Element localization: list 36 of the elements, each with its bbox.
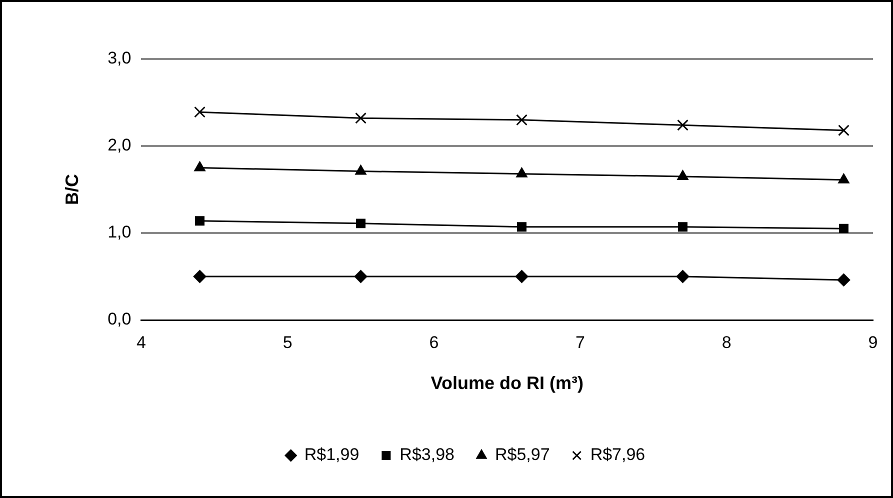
point	[355, 164, 366, 175]
x-tick-label: 5	[282, 332, 292, 352]
legend-label: R$5,97	[495, 445, 550, 464]
x-tick-label: 7	[576, 332, 586, 352]
y-tick-label: 1,0	[108, 222, 132, 242]
point	[676, 270, 690, 283]
point	[195, 216, 205, 226]
point	[838, 224, 848, 234]
point	[354, 270, 368, 283]
x-tick-label: 8	[722, 332, 732, 352]
point	[838, 173, 850, 184]
point	[677, 119, 688, 131]
point	[515, 270, 528, 283]
legend-label: R$1,99	[304, 445, 360, 464]
point	[194, 161, 206, 172]
point	[678, 222, 688, 232]
point	[516, 167, 528, 178]
point	[516, 114, 528, 126]
legend-label: R$3,98	[400, 445, 455, 464]
point	[355, 112, 366, 124]
y-tick-label: 3,0	[108, 48, 132, 68]
point	[193, 270, 206, 283]
point	[838, 124, 850, 136]
x-tick-label: 6	[429, 332, 439, 352]
point	[356, 218, 366, 228]
y-tick-label: 0,0	[108, 310, 132, 329]
point	[677, 170, 688, 180]
y-axis-title: B/C	[62, 174, 82, 205]
legend-label: R$7,96	[590, 445, 646, 464]
point	[517, 222, 526, 232]
point	[837, 273, 850, 286]
point	[194, 106, 206, 118]
y-tick-label: 2,0	[108, 136, 132, 155]
x-tick-label: 4	[136, 332, 146, 352]
x-tick-label: 9	[868, 332, 878, 352]
x-axis-title: Volume do RI (m³)	[430, 373, 584, 394]
